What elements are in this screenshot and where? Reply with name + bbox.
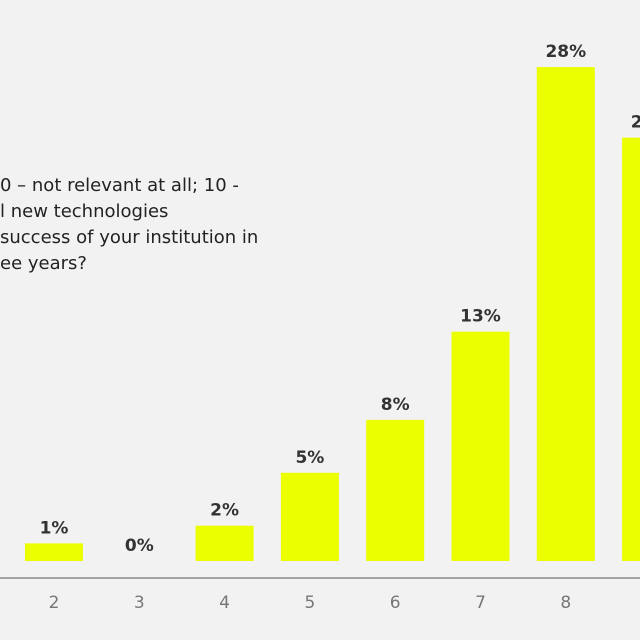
value-label: 28% <box>545 42 586 62</box>
value-label: 24% <box>631 113 640 133</box>
value-label: 13% <box>460 307 501 327</box>
value-label: 5% <box>295 448 324 468</box>
x-tick-label: 4 <box>219 593 230 613</box>
value-label: 8% <box>381 395 410 415</box>
bar <box>366 419 425 561</box>
bar <box>451 331 510 561</box>
question: 0 – not relevant at all; 10 - l new techn… <box>0 175 258 274</box>
value-label: 0% <box>125 536 154 556</box>
value-label: 1% <box>40 518 69 538</box>
x-tick-label: 7 <box>475 593 486 613</box>
question-line: success of your institution in <box>0 227 258 248</box>
x-tick-label: 6 <box>390 593 401 613</box>
bar <box>536 67 595 561</box>
question-line: ee years? <box>0 253 87 274</box>
bar <box>195 525 254 561</box>
x-tick-label: 8 <box>560 593 571 613</box>
bar <box>622 137 640 561</box>
question-line: 0 – not relevant at all; 10 - <box>0 175 239 196</box>
bar <box>25 543 83 561</box>
x-tick-label: 3 <box>134 593 145 613</box>
question-line: l new technologies <box>0 201 168 222</box>
x-tick-label: 5 <box>304 593 315 613</box>
value-label: 2% <box>210 501 239 521</box>
bar <box>280 472 339 561</box>
x-tick-label: 2 <box>49 593 60 613</box>
